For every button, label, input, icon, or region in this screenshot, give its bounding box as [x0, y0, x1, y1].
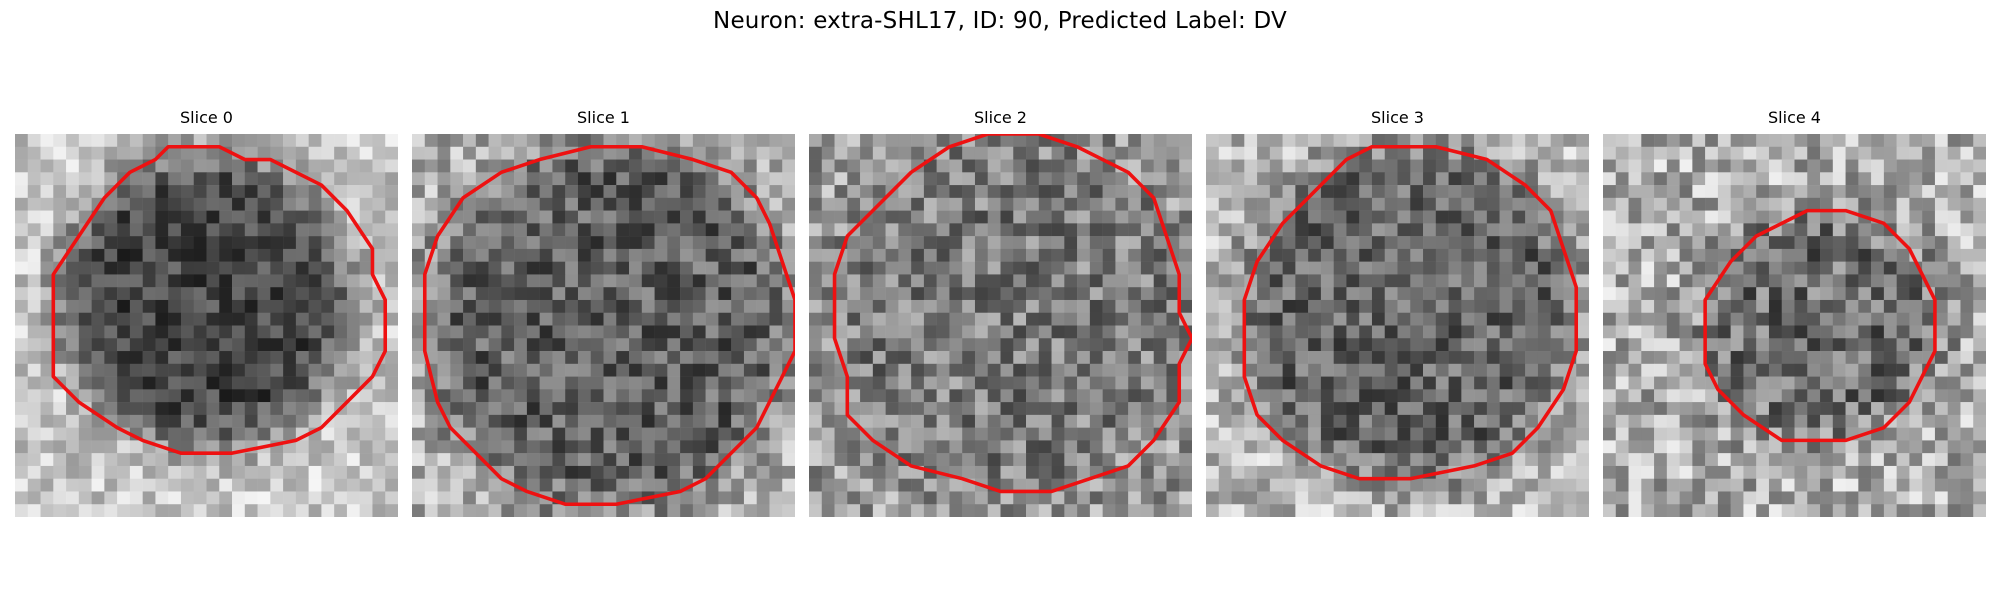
pixel-grid — [412, 134, 795, 517]
pixel-grid — [15, 134, 398, 517]
slice-title: Slice 1 — [577, 108, 630, 127]
slice-title: Slice 0 — [180, 108, 233, 127]
slice-image — [412, 134, 795, 517]
pixel-grid — [809, 134, 1192, 517]
slice-title: Slice 3 — [1371, 108, 1424, 127]
slice-title: Slice 4 — [1768, 108, 1821, 127]
contour-outline — [422, 144, 795, 507]
slice-image — [15, 134, 398, 517]
slice-image — [1206, 134, 1589, 517]
contour-outline — [51, 144, 388, 455]
slice-title: Slice 2 — [974, 108, 1027, 127]
figure-title: Neuron: extra-SHL17, ID: 90, Predicted L… — [713, 8, 1287, 34]
contour-outline — [832, 134, 1192, 494]
contour-outline — [1242, 144, 1579, 481]
pixel-grid — [1603, 134, 1986, 517]
slice-image — [1603, 134, 1986, 517]
contour-outline — [1703, 208, 1937, 443]
slice-image — [809, 134, 1192, 517]
